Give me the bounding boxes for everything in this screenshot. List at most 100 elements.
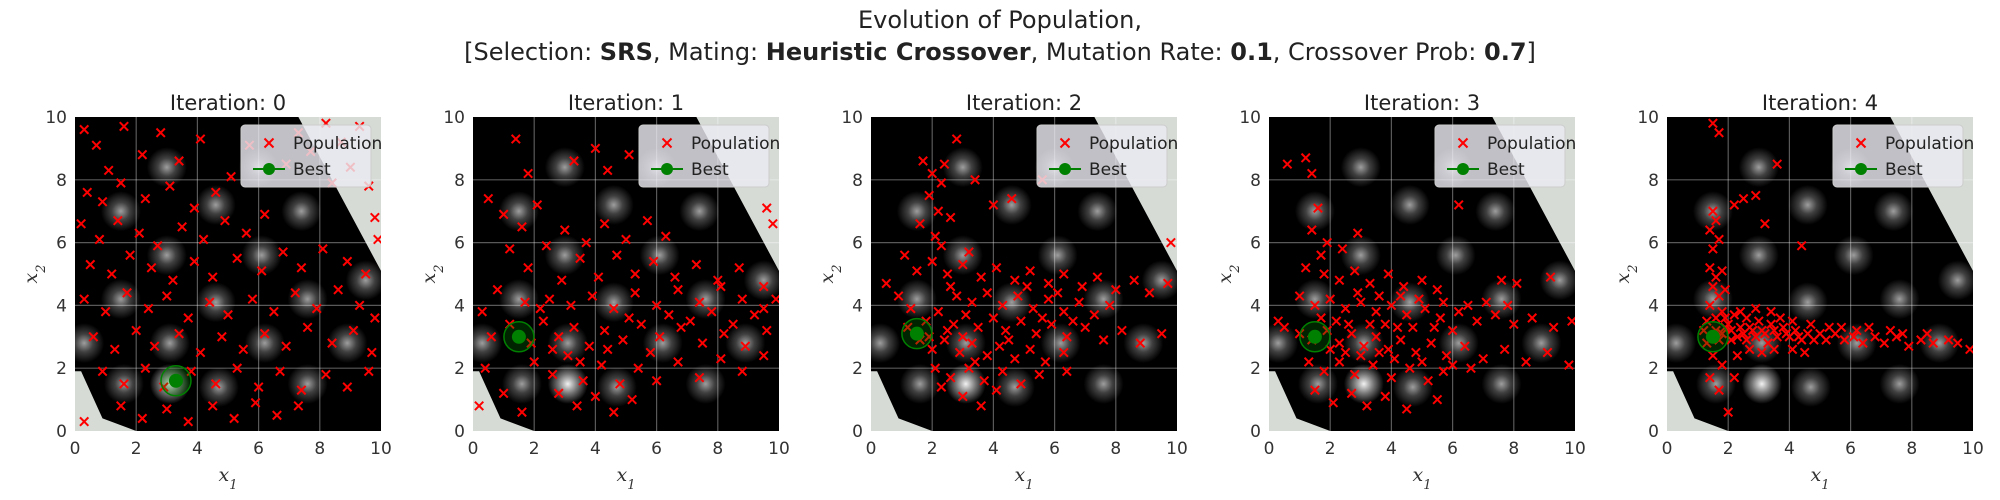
population-point [939,159,950,170]
mutation-value: 0.1 [1230,38,1273,66]
population-point [1459,341,1470,352]
population-point [569,156,579,166]
population-point [608,407,619,418]
legend-population-marker [1457,137,1469,149]
population-point [1799,347,1810,358]
population-point [296,385,307,396]
population-point [1851,325,1862,336]
population-point [1707,118,1718,129]
population-point [1432,284,1443,295]
population-point [590,391,601,402]
population-point [1508,319,1519,330]
population-point [302,322,313,333]
population-point [517,221,527,232]
population-point [685,316,696,327]
population-point [1704,300,1715,311]
population-point [94,234,105,245]
population-point [572,400,582,411]
population-point [1337,243,1348,254]
population-point [1720,313,1731,323]
landscape-bump [899,363,940,404]
population-point [1349,265,1360,276]
population-point [480,363,491,374]
population-point [1407,322,1418,333]
population-point [1104,300,1115,311]
population-point [1836,322,1847,333]
population-point [259,328,270,339]
population-point [1542,347,1553,358]
population-point [1438,366,1449,377]
y-tick-label: 10 [841,108,863,128]
landscape-bump [1297,363,1338,404]
population-point [311,303,322,314]
landscape-bump [547,323,588,364]
population-point [1567,316,1575,327]
landscape-bump [1919,323,1960,364]
x-tick-label: 10 [1564,439,1586,459]
population-point [1787,316,1798,327]
population-point [1414,294,1424,305]
population-point [761,203,772,213]
x-tick-label: 8 [314,439,325,459]
landscape-bump [1389,184,1430,225]
population-point [1135,338,1146,348]
population-point [1034,369,1045,380]
x-tick-label: 2 [1723,439,1734,459]
population-point [758,350,769,361]
population-point [1401,309,1412,320]
population-point [645,347,656,358]
title-closing: ] [1526,38,1536,66]
population-point [137,413,148,424]
population-point [207,272,218,283]
landscape-bump [498,279,539,320]
population-point [174,156,184,166]
population-point [498,388,509,399]
population-point [927,256,938,267]
mating-label: , Mating: [652,38,766,66]
x-tick-label: 2 [1325,439,1336,459]
landscape-bump [1787,282,1828,323]
population-point [1098,335,1109,345]
landscape-bump [473,323,503,364]
legend-best-marker [661,163,673,175]
population-point [1386,372,1397,383]
x-tick-label: 2 [927,439,938,459]
population-point [348,325,359,336]
population-point [1331,316,1342,327]
population-point [587,291,598,301]
population-point [342,256,353,267]
population-point [1043,294,1054,305]
population-point [967,338,977,348]
landscape-bump [345,260,381,301]
population-point [366,347,377,358]
population-point [1864,322,1874,333]
landscape-bump [1787,184,1828,225]
x-tick-label: 10 [370,439,392,459]
population-point [1704,262,1715,273]
population-point [109,344,120,355]
population-point [250,397,261,408]
landscape-bump [75,323,105,364]
landscape-bump [195,184,236,225]
y-axis-label: x2 [816,265,845,284]
population-point [1316,250,1326,261]
population-point [76,218,87,229]
landscape-bump [1833,235,1874,276]
landscape-bump [1738,235,1779,276]
population-point [177,221,188,232]
population-point [611,250,622,261]
landscape-bump [244,323,285,364]
x-tick-label: 4 [1784,439,1795,459]
population-point [1420,303,1430,314]
plot-2: Iteration: 2 0 2 4 6 8 10 0 2 4 6 8 10 x1 x2 Population… [816,91,1188,493]
landscape-bump [1392,367,1433,408]
landscape-peak [547,363,588,404]
population-point [1313,203,1323,213]
population-point [281,341,292,352]
population-point [1735,322,1746,333]
population-point [1879,338,1890,348]
population-point [1037,313,1048,323]
population-point [1707,243,1718,254]
population-point [936,382,947,392]
population-point [1711,313,1721,323]
